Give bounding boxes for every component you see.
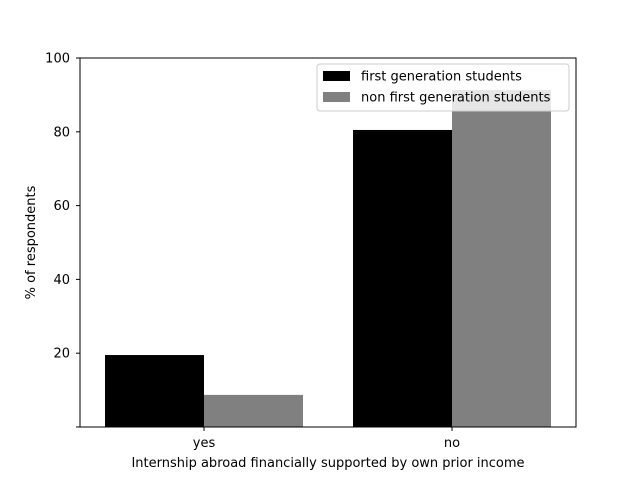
plot-frame <box>79 57 577 428</box>
legend-swatch-1 <box>323 71 350 81</box>
x-axis-label: Internship abroad financially supported … <box>131 456 524 471</box>
y-tick-label-20: 20 <box>53 347 70 362</box>
legend-label-1: first generation students <box>361 70 522 85</box>
y-axis: 20 40 60 80 100 <box>45 52 80 428</box>
x-tick-label-yes: yes <box>193 436 216 451</box>
legend-label-2: non first generation students <box>361 91 551 106</box>
legend: first generation students non first gener… <box>316 63 570 112</box>
bar-yes-series-1 <box>105 355 204 427</box>
x-axis: yes no <box>193 427 460 451</box>
y-axis-label: % of respondents <box>24 185 39 299</box>
bar-yes-series-2 <box>204 394 303 427</box>
y-tick-label-80: 80 <box>53 125 70 140</box>
y-tick-label-60: 60 <box>53 199 70 214</box>
x-tick-label-no: no <box>444 436 460 451</box>
y-tick-label-100: 100 <box>45 52 70 67</box>
bar-no-series-2 <box>452 90 551 427</box>
legend-swatch-2 <box>323 92 350 102</box>
y-tick-label-40: 40 <box>53 273 70 288</box>
bar-no-series-1 <box>353 129 452 427</box>
bars-layer <box>105 90 551 427</box>
legend-box <box>316 63 570 112</box>
